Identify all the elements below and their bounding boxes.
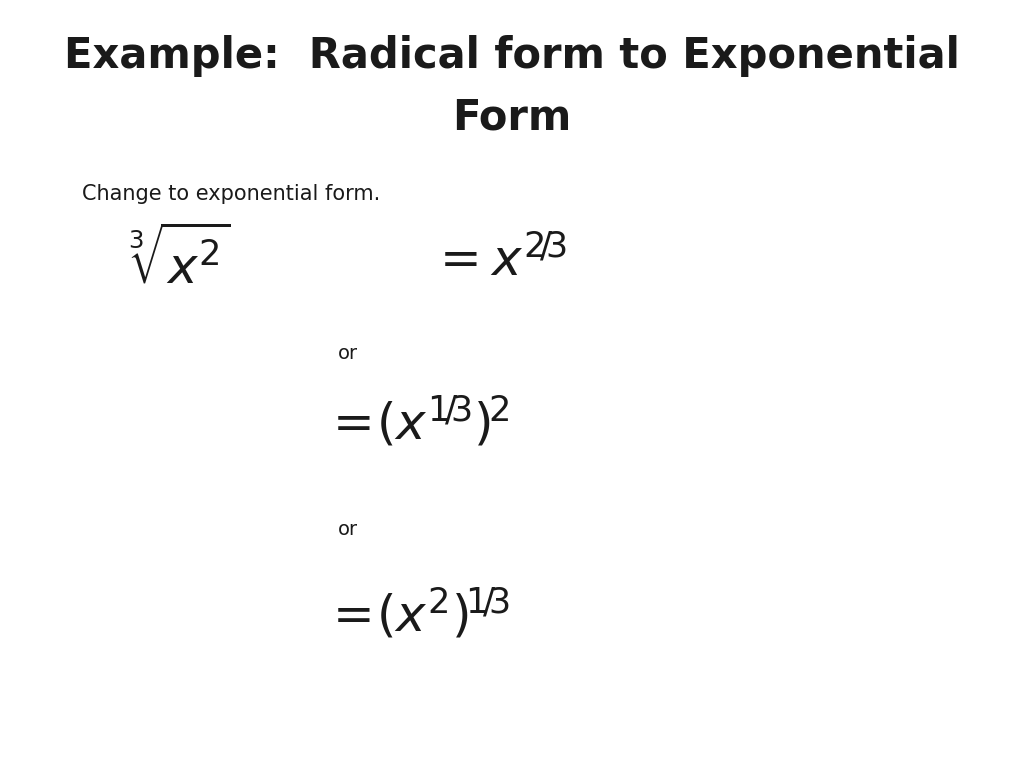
Text: or: or xyxy=(338,521,358,539)
Text: $= x^{2\!/\!3}$: $= x^{2\!/\!3}$ xyxy=(430,237,567,286)
Text: Example:  Radical form to Exponential: Example: Radical form to Exponential xyxy=(65,35,959,77)
Text: or: or xyxy=(338,344,358,362)
Text: Form: Form xyxy=(453,96,571,138)
Text: Change to exponential form.: Change to exponential form. xyxy=(82,184,380,204)
Text: $=\!\left(x^{1\!/\!3}\right)^{\!2}$: $=\!\left(x^{1\!/\!3}\right)^{\!2}$ xyxy=(323,395,509,450)
Text: $\sqrt[3]{x^2}$: $\sqrt[3]{x^2}$ xyxy=(128,227,230,295)
Text: $=\!\left(x^{2}\right)^{\!1\!/\!3}$: $=\!\left(x^{2}\right)^{\!1\!/\!3}$ xyxy=(323,587,509,642)
